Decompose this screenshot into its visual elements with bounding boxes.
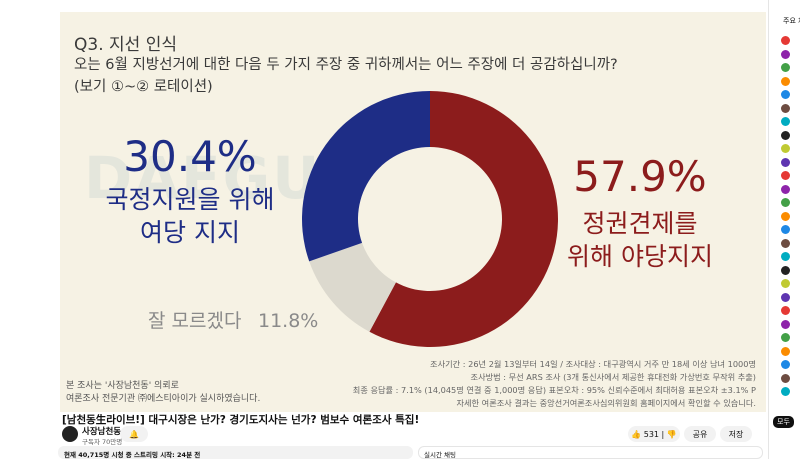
subscriber-count: 구독자 70만명 [82, 438, 123, 446]
chat-avatar [781, 36, 790, 45]
chart-note: (보기 ①~② 로테이션) [74, 79, 213, 95]
like-count: 531 [643, 429, 660, 439]
chat-header: 주요 채팅 [783, 17, 800, 25]
chat-avatar [781, 130, 790, 140]
filter-all[interactable]: 모두 [773, 416, 794, 428]
value-label: 11.8% [258, 310, 319, 332]
chat-avatar [781, 360, 790, 369]
chat-sidebar: 주요 채팅 모두 [768, 0, 800, 459]
chat-avatar [781, 238, 790, 248]
value-label: 30.4% [123, 132, 257, 181]
chat-avatar [781, 265, 790, 275]
footnote: 여론조사 전문기관 ㈜에스티아이가 실시하였습니다. [66, 394, 261, 404]
channel-name[interactable]: 사장남천동 [82, 427, 122, 437]
save-label: 저장 [728, 429, 744, 439]
chart-title: Q3. 지선 인식 [74, 35, 177, 55]
chat-avatar [781, 198, 790, 207]
chat-avatar [781, 117, 790, 126]
chat-avatar [781, 333, 790, 342]
chat-avatar [781, 184, 790, 194]
donut-segment [369, 91, 558, 347]
chat-avatar [781, 211, 790, 221]
chat-avatar [781, 292, 790, 302]
save-button[interactable]: 저장 [720, 426, 752, 442]
share-label: 공유 [692, 429, 708, 439]
source-line: 조사기간 : 26년 2월 13일부터 14일 / 조사대상 : 대구광역시 거… [430, 359, 756, 369]
video-player[interactable]: DAEGU Q3. 지선 인식 오는 6월 지방선거에 대한 다음 두 가지 주… [60, 12, 766, 412]
description-box[interactable] [58, 446, 413, 459]
category-label: 정권견제를 위해 야당지지 [567, 209, 713, 271]
chat-avatar [781, 279, 790, 288]
chat-avatar [781, 346, 790, 356]
notification-button[interactable]: 🔔 [120, 426, 148, 442]
donut-segment [309, 242, 396, 332]
category-label: 국정지원을 위해 여당 지지 [105, 185, 275, 247]
channel-avatar[interactable] [62, 426, 78, 442]
source-line: 자세한 여론조사 결과는 중앙선거여론조사심의위원회 홈페이지에서 확인할 수 … [456, 398, 756, 408]
chat-avatar [781, 252, 790, 261]
like-button[interactable]: 👍 531 | 👎 [628, 426, 680, 442]
source-line: 최종 응답률 : 7.1% (14,045명 연결 중 1,000명 응답) 표… [352, 385, 756, 395]
chat-avatar [781, 49, 790, 59]
share-button[interactable]: 공유 [684, 426, 716, 442]
footnote: 본 조사는 '사장남천동' 의뢰로 [66, 381, 179, 391]
chat-avatar [781, 63, 790, 72]
chat-avatar [781, 90, 790, 99]
chat-avatar [781, 76, 790, 86]
video-title: [남천동生라이브!] 대구시장은 난가? 경기도지사는 넌가? 범보수 여론조사… [62, 414, 420, 426]
live-chat-panel[interactable] [418, 446, 763, 459]
chart-subtitle: 오는 6월 지방선거에 대한 다음 두 가지 주장 중 귀하께서는 어느 주장에… [74, 57, 618, 73]
live-chat-label: 실시간 채팅 [424, 451, 456, 459]
view-stats: 현재 40,715명 시청 중 스트리밍 시작: 24분 전 [64, 451, 201, 459]
chat-avatar [781, 387, 790, 396]
chat-avatar [781, 171, 790, 180]
source-line: 조사방법 : 무선 ARS 조사 (3개 통신사에서 제공한 휴대전화 가상번호… [470, 372, 756, 382]
watermark: DAEGU [84, 144, 322, 212]
donut-segment [302, 91, 430, 262]
chat-avatar [781, 225, 790, 234]
chat-avatar [781, 103, 790, 113]
chat-avatar [781, 144, 790, 153]
donut-chart [302, 91, 558, 347]
chat-avatar [781, 157, 790, 167]
chat-avatar [781, 306, 790, 315]
category-label: 잘 모르겠다 [148, 310, 242, 332]
chat-avatar [781, 319, 790, 329]
value-label: 57.9% [573, 152, 707, 201]
chat-avatar [781, 373, 790, 383]
